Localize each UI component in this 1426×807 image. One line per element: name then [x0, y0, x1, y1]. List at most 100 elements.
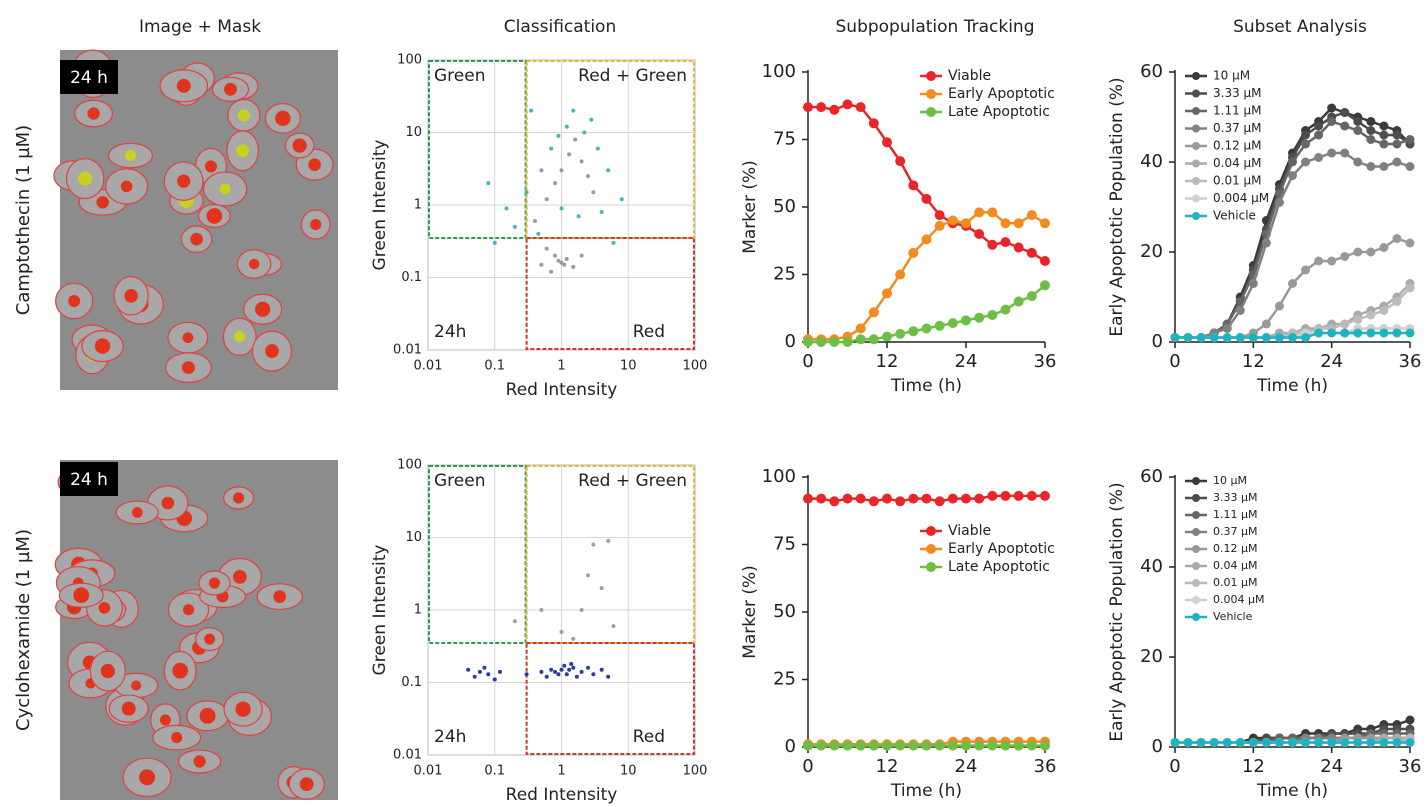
- point: [1183, 738, 1193, 747]
- y-tick-label: 10: [405, 530, 422, 545]
- point: [1274, 333, 1284, 342]
- x-tick-label: 12: [1242, 351, 1265, 372]
- point: [1379, 162, 1389, 171]
- point: [553, 669, 558, 674]
- point: [556, 258, 561, 263]
- point: [559, 260, 564, 265]
- point: [855, 323, 866, 334]
- series-line: [1175, 111, 1411, 339]
- point: [539, 608, 544, 612]
- point: [586, 573, 591, 578]
- point: [486, 672, 491, 677]
- point: [1314, 738, 1324, 747]
- y-tick-label: 1: [414, 603, 422, 618]
- legend-label: 0.01 μM: [1213, 576, 1257, 589]
- point: [1405, 738, 1415, 747]
- point: [1366, 738, 1376, 747]
- x-tick-label: 10: [620, 764, 637, 779]
- x-axis-title: Time (h): [890, 376, 962, 396]
- point: [1353, 157, 1363, 167]
- column-header: Subpopulation Tracking: [836, 17, 1035, 37]
- legend-label: Late Apoptotic: [948, 104, 1050, 120]
- point: [569, 661, 574, 666]
- point: [611, 240, 616, 245]
- point: [908, 247, 919, 258]
- point: [595, 146, 600, 151]
- y-tick-label: 0.1: [401, 270, 422, 285]
- point: [567, 667, 572, 672]
- point: [1288, 333, 1297, 342]
- point: [564, 256, 569, 261]
- point: [544, 674, 549, 679]
- legend-label: Vehicle: [1213, 209, 1256, 223]
- y-tick-label: 0.1: [401, 675, 422, 690]
- point: [947, 740, 958, 751]
- point: [571, 108, 576, 113]
- quadrant-label: Green: [434, 66, 485, 86]
- point: [1366, 328, 1376, 338]
- point: [539, 669, 544, 674]
- point: [1405, 715, 1415, 725]
- point: [1340, 121, 1350, 131]
- point: [1248, 738, 1258, 747]
- point: [466, 667, 471, 672]
- x-axis-title: Time (h): [890, 781, 962, 801]
- cell-nucleus: [234, 331, 246, 343]
- point: [921, 493, 932, 504]
- point: [842, 337, 853, 347]
- series-line: [808, 211, 1046, 341]
- legend-marker: [1192, 124, 1200, 133]
- point: [1340, 328, 1350, 338]
- legend-marker: [1192, 142, 1200, 150]
- point: [599, 210, 604, 215]
- legend-label: 0.12 μM: [1213, 542, 1257, 555]
- cell-nucleus: [235, 701, 251, 717]
- point: [1392, 328, 1402, 338]
- x-tick-label: 36: [1399, 756, 1422, 777]
- point: [1392, 234, 1402, 243]
- point: [1327, 328, 1337, 338]
- x-tick-label: 0.01: [414, 359, 443, 374]
- point: [504, 206, 509, 211]
- legend-marker: [1192, 545, 1200, 553]
- point: [576, 214, 581, 219]
- legend-marker: [926, 71, 936, 81]
- cell-nucleus: [237, 109, 250, 122]
- point: [803, 740, 813, 751]
- x-tick-label: 0.01: [414, 764, 443, 779]
- cell-nucleus: [219, 183, 231, 195]
- point: [1366, 126, 1376, 135]
- point: [987, 207, 998, 218]
- x-tick-label: 0.1: [484, 764, 505, 779]
- point: [1222, 324, 1232, 333]
- y-tick-label: 100: [762, 61, 796, 82]
- gate-red: [525, 642, 695, 755]
- point: [1379, 738, 1389, 747]
- series-line: [1175, 106, 1411, 339]
- x-tick-label: 10: [620, 359, 637, 374]
- point: [559, 168, 564, 173]
- legend-marker: [1192, 194, 1200, 203]
- y-tick-label: 0: [785, 331, 796, 352]
- quadrant-label: Green: [434, 471, 485, 491]
- column-header: Image + Mask: [139, 17, 261, 37]
- point: [829, 337, 840, 347]
- point: [1013, 218, 1024, 229]
- point: [571, 636, 576, 641]
- point: [1392, 130, 1402, 140]
- legend-marker: [1192, 528, 1200, 536]
- point: [599, 586, 604, 591]
- point: [1379, 243, 1389, 252]
- image-label: 24 h: [70, 470, 108, 490]
- point: [591, 190, 596, 195]
- point: [1170, 738, 1180, 747]
- point: [482, 665, 487, 670]
- point: [1353, 247, 1363, 257]
- row-label: Camptothecin (1 µM): [13, 125, 34, 315]
- cell-nucleus: [78, 171, 93, 186]
- legend-marker: [1192, 477, 1200, 485]
- point: [1314, 121, 1324, 131]
- point: [1026, 247, 1037, 258]
- point: [567, 152, 572, 157]
